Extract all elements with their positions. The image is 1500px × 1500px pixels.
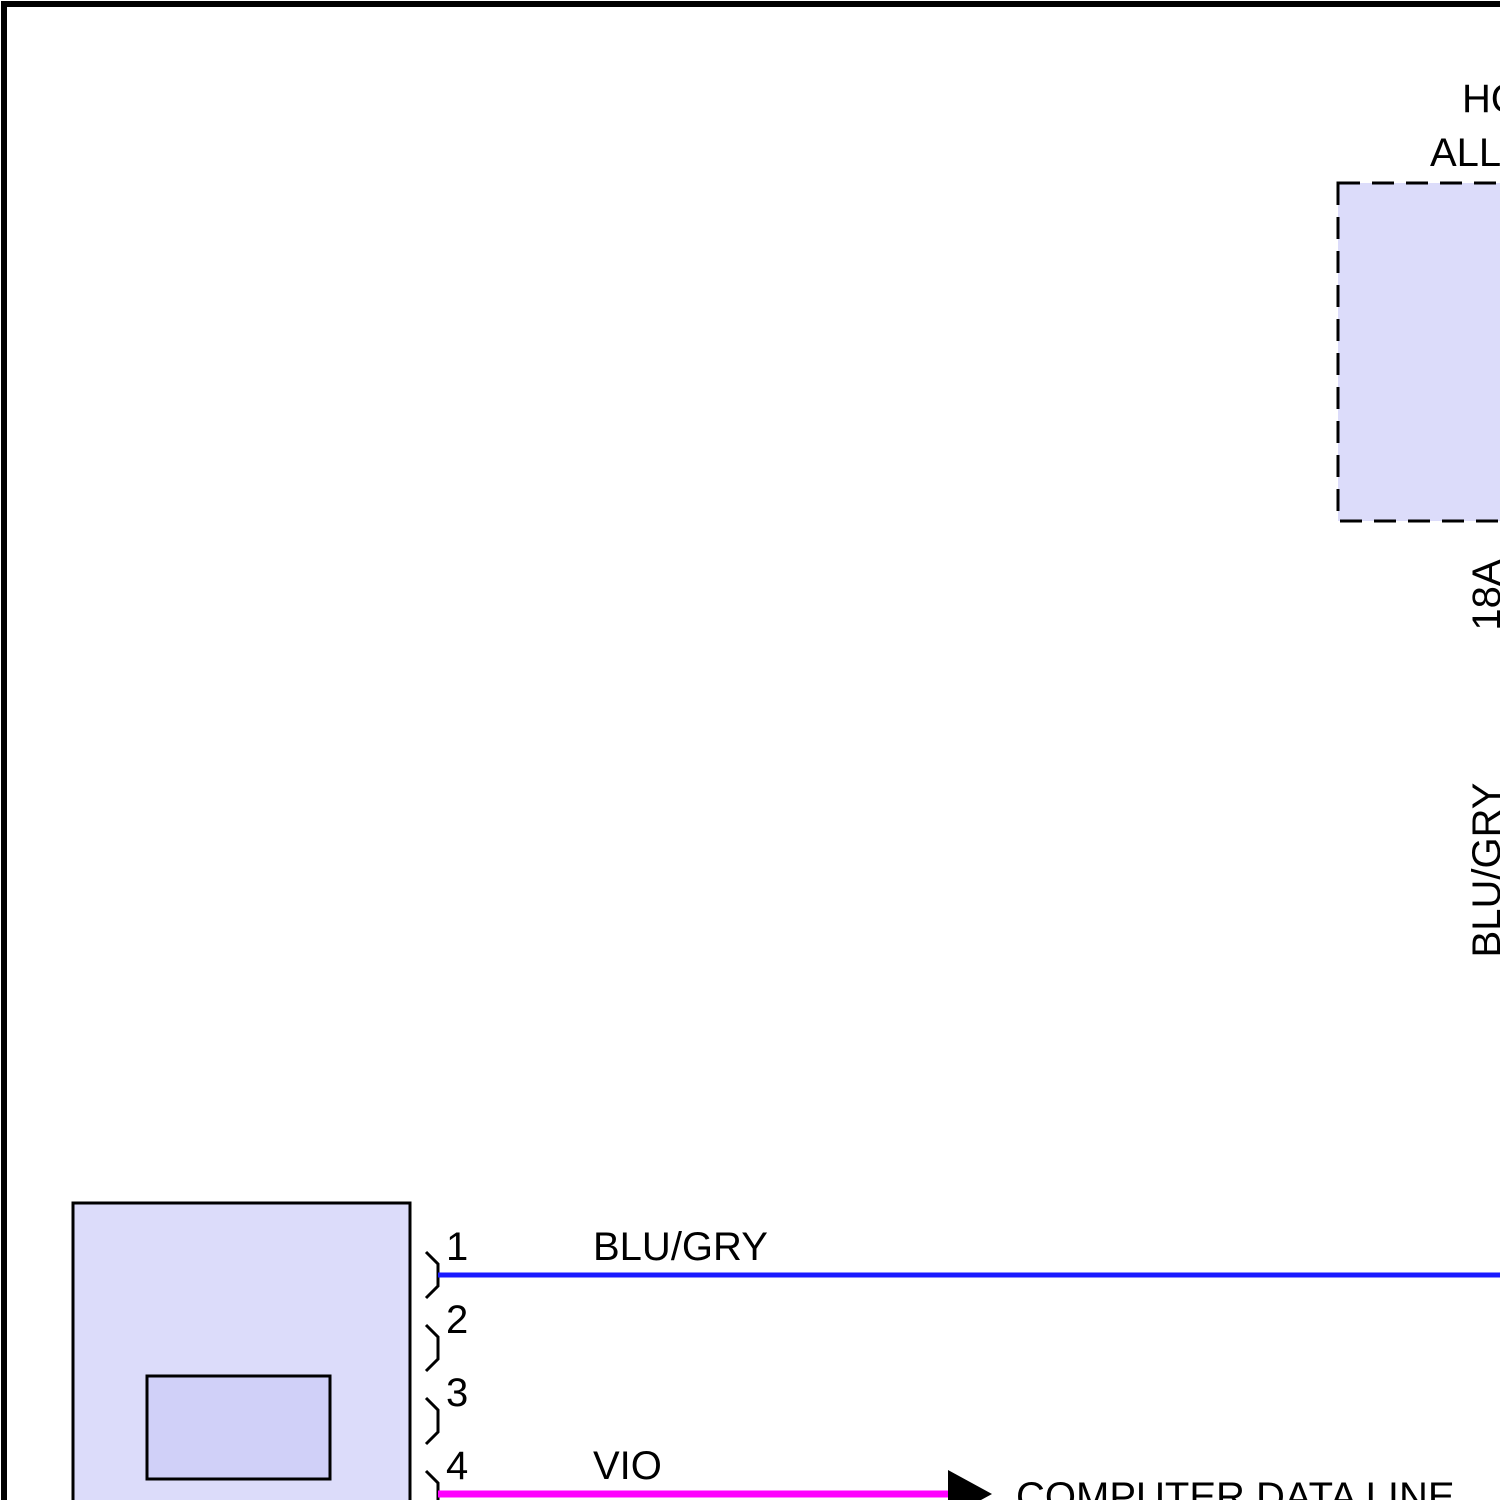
pin-number: 1 (446, 1225, 468, 1269)
module-inner (145, 1374, 332, 1481)
wire-color-label: BLU/GRY (1465, 783, 1500, 958)
pin-brackets (424, 1250, 440, 1500)
fuse-label: 18A (1465, 559, 1500, 630)
destination-label: COMPUTER DATA LINE (1016, 1475, 1455, 1500)
wire-color-label: VIO (593, 1444, 662, 1488)
arrow (948, 1470, 992, 1500)
component-label: HOT (1462, 77, 1500, 121)
pin-number: 3 (446, 1371, 468, 1415)
wire-color-label: BLU/GRY (593, 1225, 768, 1269)
component-box (1336, 181, 1500, 523)
component-label: ALL (1430, 131, 1500, 175)
pin-number: 2 (446, 1298, 468, 1342)
pin-number: 4 (446, 1444, 468, 1488)
